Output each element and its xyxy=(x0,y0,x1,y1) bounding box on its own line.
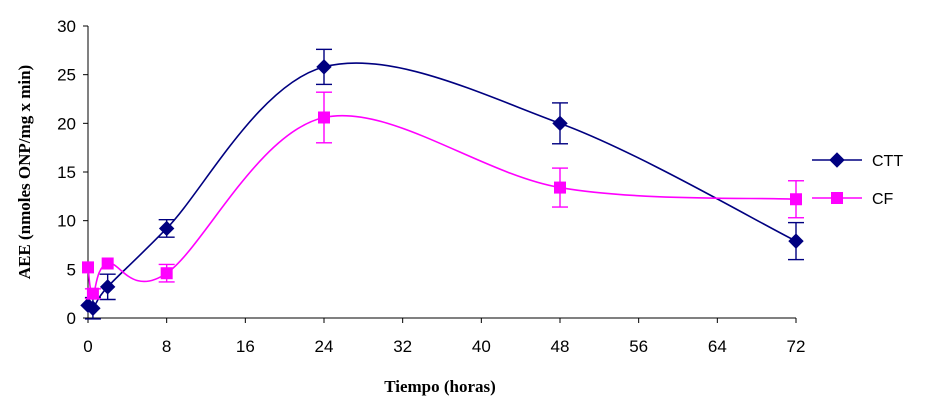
legend-item-ctt: CTT xyxy=(812,152,903,170)
data-point xyxy=(554,181,566,194)
y-tick-label: 10 xyxy=(57,212,76,231)
axes: 0 5 10 15 20 25 30 0 8 16 24 32 40 48 56 64 72 xyxy=(57,17,805,356)
x-tick-label: 32 xyxy=(393,337,412,356)
data-point xyxy=(86,287,99,300)
x-tick-label: 16 xyxy=(236,337,255,356)
y-tick-label: 30 xyxy=(57,17,76,36)
y-axis-title: AEE (nmoles ONP/mg x min) xyxy=(15,65,34,279)
data-point xyxy=(160,267,173,280)
data-point xyxy=(85,300,101,316)
legend-swatch-marker xyxy=(829,152,845,168)
series-ctt xyxy=(80,48,804,320)
x-tick-label: 40 xyxy=(472,337,491,356)
data-point xyxy=(788,233,804,249)
data-point xyxy=(158,220,175,237)
data-point xyxy=(82,261,94,274)
x-axis-title: Tiempo (horas) xyxy=(384,377,496,396)
x-tick-label: 64 xyxy=(708,337,727,356)
x-tick-label: 24 xyxy=(315,337,334,356)
x-tick-label: 0 xyxy=(83,337,92,356)
legend-label: CF xyxy=(872,191,894,208)
legend-item-cf: CF xyxy=(812,191,894,208)
y-tick-label: 25 xyxy=(57,66,76,85)
series-layer xyxy=(80,48,804,320)
series-line xyxy=(87,114,797,295)
series-line xyxy=(87,62,797,310)
legend-swatch-marker xyxy=(831,192,843,204)
data-point xyxy=(316,59,332,75)
data-point xyxy=(99,279,116,295)
x-tick-label: 48 xyxy=(551,337,570,356)
legend: CTT CF xyxy=(812,152,903,208)
data-point xyxy=(552,115,568,132)
y-tick-label: 15 xyxy=(57,163,76,182)
x-tick-label: 8 xyxy=(162,337,171,356)
data-point xyxy=(790,193,802,206)
x-tick-label: 56 xyxy=(629,337,648,356)
x-tick-label: 72 xyxy=(787,337,806,356)
y-tick-label: 20 xyxy=(57,114,76,133)
series-cf xyxy=(82,91,804,300)
legend-label: CTT xyxy=(872,153,903,170)
y-tick-label: 5 xyxy=(67,260,76,279)
data-point xyxy=(318,111,330,124)
y-tick-label: 0 xyxy=(67,309,76,328)
data-point xyxy=(101,257,114,270)
